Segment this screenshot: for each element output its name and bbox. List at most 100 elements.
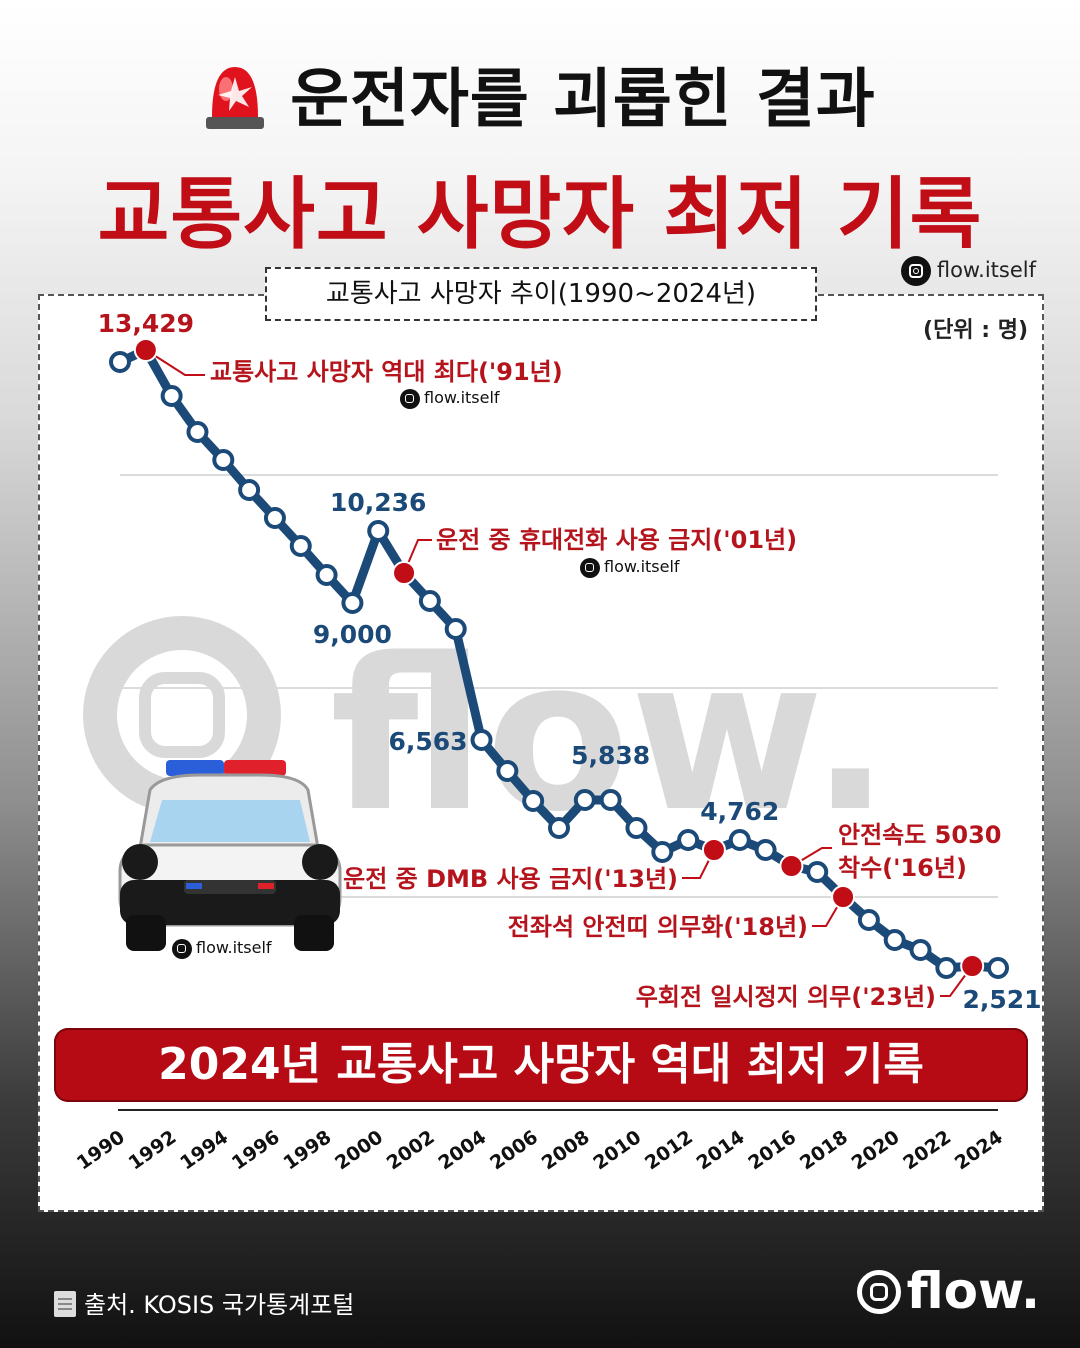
car-windshield	[150, 800, 310, 842]
annotation-label: 운전 중 휴대전화 사용 금지('01년)	[436, 526, 797, 554]
x-tick-label: 2016	[744, 1126, 800, 1174]
highlight-point	[779, 854, 804, 878]
unit-label: (단위 : 명)	[923, 318, 1028, 343]
instagram-icon	[400, 388, 420, 409]
value-label: 5,838	[571, 741, 650, 770]
data-point	[754, 839, 777, 861]
x-tick-label: 2024	[951, 1126, 1007, 1174]
annotation-leader	[940, 965, 973, 997]
car-light-red	[224, 760, 286, 776]
data-point	[987, 957, 1009, 979]
instagram-icon	[856, 1270, 901, 1314]
value-labels: 13,429 10,236 9,000 6,563 5,838 4,762 2,521	[98, 309, 1042, 1014]
data-point	[496, 760, 519, 782]
annotation-label: 우회전 일시정지 의무('23년)	[636, 983, 936, 1011]
value-label: 4,762	[700, 797, 779, 826]
annotation-leader	[145, 349, 205, 376]
watermark-handle: flow.itself	[172, 938, 272, 959]
data-point	[341, 592, 364, 614]
data-point	[935, 957, 958, 979]
data-point	[418, 590, 441, 612]
highlight-point	[392, 561, 417, 585]
data-point	[109, 351, 131, 373]
x-tick-label: 2010	[589, 1126, 645, 1174]
watermark-handle: flow.itself	[580, 557, 680, 578]
car-grille-light	[186, 883, 202, 889]
data-point	[573, 789, 596, 811]
data-point	[857, 909, 880, 931]
x-tick-label: 2018	[796, 1126, 852, 1174]
document-icon	[54, 1291, 76, 1317]
watermark-handle: flow.itself	[400, 388, 500, 409]
car-light-blue	[166, 760, 224, 776]
car-headlight-right	[302, 844, 338, 880]
data-point	[444, 618, 467, 640]
source-note: 출처. KOSIS 국가통계포털	[54, 1285, 354, 1320]
siren-icon	[206, 67, 265, 129]
headline-line-2: 교통사고 사망자 최저 기록	[97, 170, 983, 260]
highlight-point	[133, 338, 158, 362]
x-tick-label: 1990	[73, 1126, 129, 1174]
data-point	[315, 564, 338, 586]
x-tick-label: 1996	[228, 1126, 284, 1174]
data-point	[289, 535, 312, 557]
data-point	[548, 817, 570, 839]
brand-logo: flow.	[856, 1262, 1040, 1320]
instagram-icon	[900, 256, 931, 286]
data-point	[212, 449, 235, 471]
data-point	[263, 507, 286, 529]
highlight-banner: 2024년 교통사고 사망자 역대 최저 기록	[54, 1028, 1028, 1102]
x-tick-label: 2004	[434, 1126, 490, 1174]
data-point	[728, 829, 751, 851]
police-car-icon	[118, 760, 342, 951]
x-axis: 1990199219941996199820002002200420062008…	[73, 1109, 1007, 1174]
x-tick-label: 2006	[486, 1126, 542, 1174]
annotation-label: 전좌석 안전띠 의무화('18년)	[508, 913, 808, 941]
annotation-label: 착수('16년)	[838, 854, 967, 882]
data-points	[109, 338, 1009, 979]
instagram-icon	[172, 938, 192, 959]
x-tick-label: 1992	[125, 1126, 181, 1174]
value-label: 9,000	[313, 620, 392, 649]
car-bumper	[120, 880, 340, 925]
car-wheel-right	[294, 915, 334, 951]
data-point	[625, 817, 648, 839]
value-label: 6,563	[388, 727, 467, 756]
data-point	[651, 841, 674, 863]
annotation-label: 교통사고 사망자 역대 최다('91년)	[210, 358, 563, 386]
highlight-point	[960, 954, 985, 978]
x-tick-label: 1998	[280, 1126, 336, 1174]
data-point	[238, 479, 261, 501]
data-point	[186, 421, 209, 443]
watermark-text: flow.	[330, 613, 890, 858]
x-tick-label: 2000	[331, 1126, 387, 1174]
car-wheel-left	[126, 915, 166, 951]
x-tick-label: 2014	[693, 1126, 749, 1174]
data-point	[599, 789, 622, 811]
brand-handle-top: flow.itself	[900, 256, 1036, 286]
value-label: 13,429	[98, 309, 194, 338]
x-tick-label: 2020	[848, 1126, 904, 1174]
data-point	[522, 790, 545, 812]
headline-text-1: 운전자를 괴롭힌 결과	[290, 63, 876, 137]
chart-title: 교통사고 사망자 추이(1990~2024년)	[265, 267, 817, 321]
highlight-point	[831, 885, 856, 909]
value-label: 10,236	[330, 488, 426, 517]
car-grille	[184, 880, 276, 894]
data-point	[677, 829, 700, 851]
car-headlight-left	[122, 844, 158, 880]
x-tick-label: 2002	[383, 1126, 439, 1174]
instagram-icon	[580, 557, 600, 578]
data-point	[909, 939, 932, 961]
annotation-label: 운전 중 DMB 사용 금지('13년)	[343, 865, 678, 893]
annotation-label: 안전속도 5030	[838, 821, 1001, 849]
headline-line-1: 운전자를 괴롭힌 결과	[0, 48, 1080, 140]
x-tick-label: 2022	[899, 1126, 955, 1174]
car-grille-light	[258, 883, 274, 889]
highlight-point	[701, 838, 726, 862]
annotations: 교통사고 사망자 역대 최다('91년) 운전 중 휴대전화 사용 금지('01년…	[145, 349, 1001, 1011]
annotation-leader	[791, 847, 832, 867]
value-label: 2,521	[962, 985, 1041, 1014]
data-point	[470, 729, 493, 751]
